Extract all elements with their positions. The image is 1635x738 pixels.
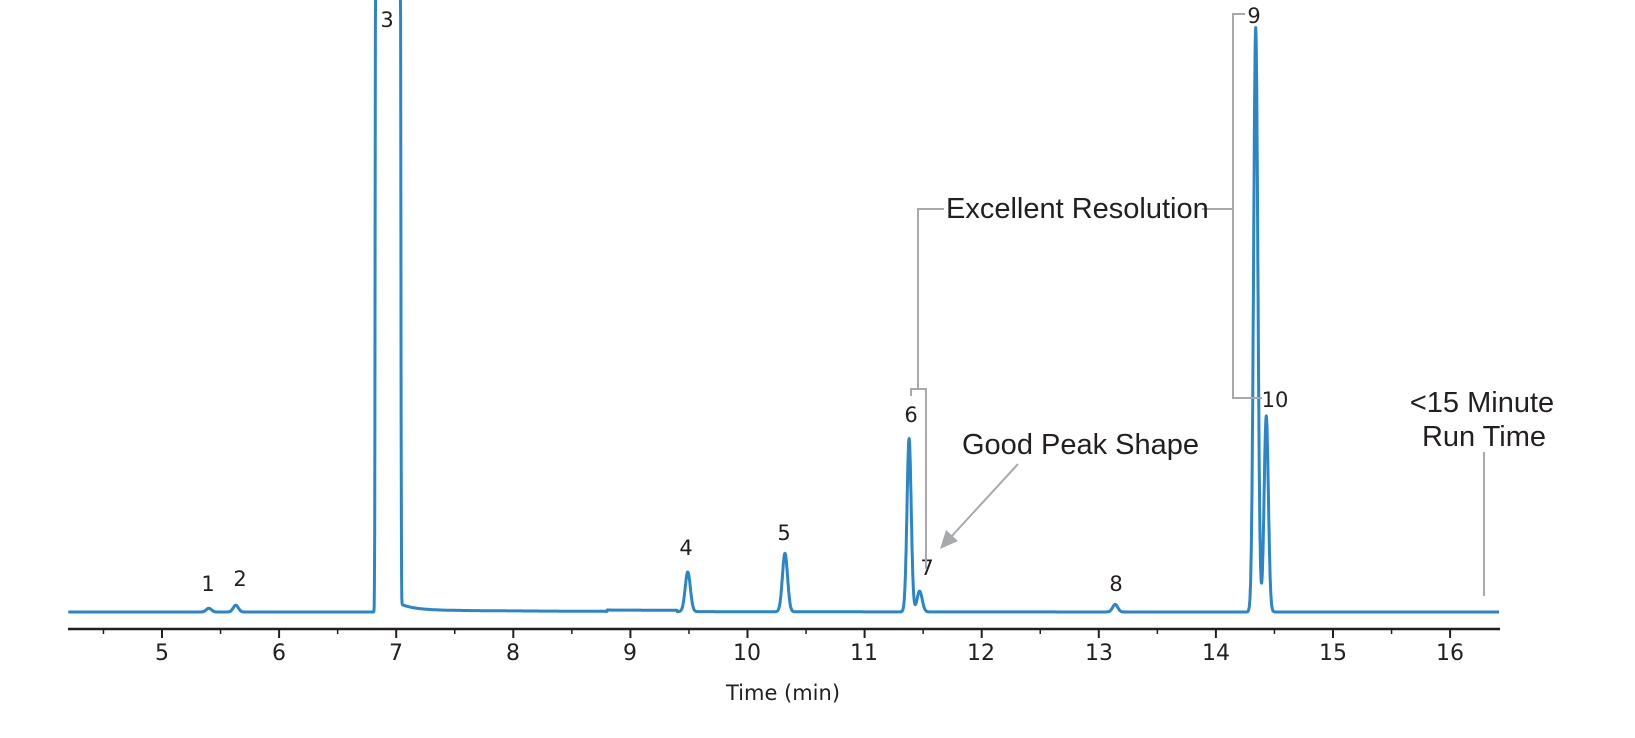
arrow-icon [940,463,1019,549]
x-tick-label: 15 [1319,641,1347,666]
x-axis-ticks [102,629,1452,638]
peak-label-8: 8 [1109,572,1122,596]
peak-labels: 1 2 3 4 5 6 7 8 9 10 [201,4,1288,596]
annotation-run-time-line2: Run Time [1422,421,1546,453]
peak-label-6: 6 [904,403,917,427]
chromatogram-trace [67,0,1501,614]
x-tick-label: 7 [389,641,403,666]
x-tick-label: 5 [155,641,169,666]
peak-label-3: 3 [380,8,393,32]
x-tick-label: 16 [1436,641,1464,666]
resolution-bracket-lines [910,13,1262,569]
annotation-run-time-line1: <15 Minute [1410,387,1554,419]
x-tick-label: 9 [623,641,637,666]
peak-label-1: 1 [201,572,214,596]
peak-label-10: 10 [1262,388,1289,412]
peak-label-2: 2 [233,567,246,591]
peak-label-9: 9 [1247,4,1260,28]
x-tick-label: 14 [1202,641,1230,666]
annotation-excellent-resolution: Excellent Resolution [946,193,1209,225]
x-tick-label: 13 [1085,641,1113,666]
x-tick-label: 11 [850,641,878,666]
annotation-good-peak-shape: Good Peak Shape [962,429,1199,461]
x-tick-label: 8 [506,641,520,666]
peak-label-4: 4 [679,536,692,560]
x-tick-label: 6 [272,641,286,666]
x-axis-label: Time (min) [725,681,840,705]
x-tick-label: 12 [967,641,995,666]
x-tick-label: 10 [733,641,761,666]
x-tick-labels: 5 6 7 8 9 10 11 12 13 14 15 16 [155,641,1464,666]
peak-label-5: 5 [777,521,790,545]
